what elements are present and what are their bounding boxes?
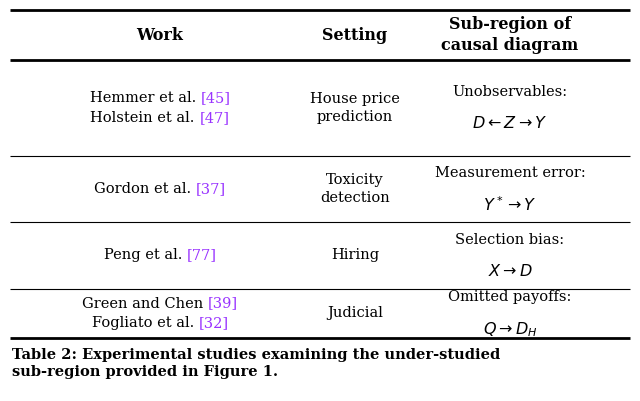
Text: Unobservables:: Unobservables: [452,85,568,99]
Text: Omitted payoffs:: Omitted payoffs: [448,290,572,304]
Text: Judicial: Judicial [327,306,383,320]
Text: [77]: [77] [186,249,216,263]
Text: Peng et al.: Peng et al. [104,249,186,263]
Text: Sub-region of
causal diagram: Sub-region of causal diagram [442,16,579,54]
Text: [47]: [47] [200,111,230,125]
Text: Gordon et al.: Gordon et al. [94,182,196,196]
Text: [37]: [37] [196,182,226,196]
Text: sub-region provided in Figure 1.: sub-region provided in Figure 1. [12,365,278,379]
Text: Hemmer et al.: Hemmer et al. [90,91,200,105]
Text: Fogliato et al.: Fogliato et al. [92,316,198,330]
Text: Table 2: Experimental studies examining the under-studied: Table 2: Experimental studies examining … [12,348,500,362]
Text: Measurement error:: Measurement error: [435,166,586,180]
Text: [39]: [39] [208,297,238,311]
Text: $Q \rightarrow D_H$: $Q \rightarrow D_H$ [483,320,538,339]
Text: Green and Chen: Green and Chen [82,297,208,311]
Text: $X \rightarrow D$: $X \rightarrow D$ [488,263,532,279]
Text: $Y^* \rightarrow Y$: $Y^* \rightarrow Y$ [483,196,537,215]
Text: Holstein et al.: Holstein et al. [90,111,200,125]
Text: Selection bias:: Selection bias: [456,233,564,247]
Text: [45]: [45] [200,91,230,105]
Text: [32]: [32] [198,316,228,330]
Text: Toxicity
detection: Toxicity detection [320,173,390,205]
Text: Work: Work [136,26,184,43]
Text: $D \leftarrow Z \rightarrow Y$: $D \leftarrow Z \rightarrow Y$ [472,115,548,132]
Text: House price
prediction: House price prediction [310,92,400,124]
Text: Setting: Setting [323,26,388,43]
Text: Hiring: Hiring [331,249,379,263]
